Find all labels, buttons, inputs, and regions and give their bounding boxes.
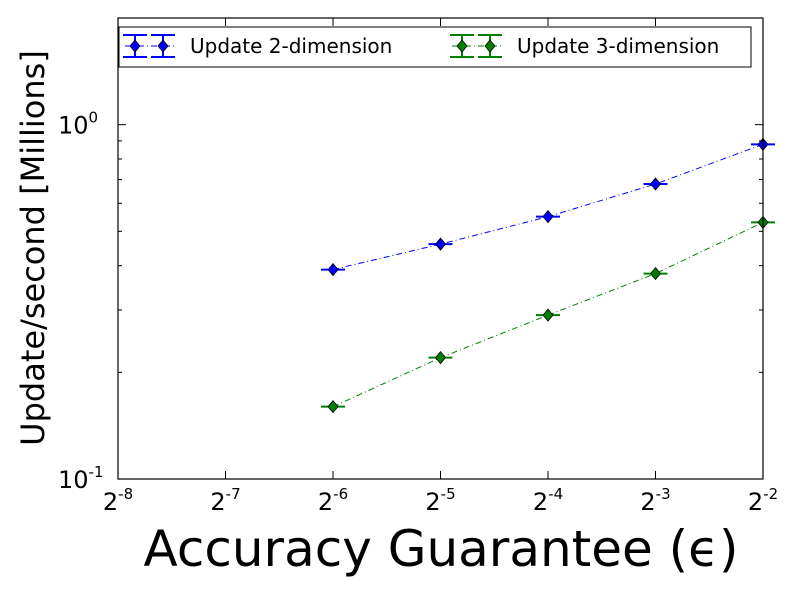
legend-marker-2-1	[456, 39, 468, 53]
legend-label-2: Update 3-dimension	[517, 34, 719, 58]
x-tick-label-3: 2-6	[318, 485, 348, 516]
y-axis-label: Update/second [Millions]	[14, 50, 52, 446]
data-point-1-3	[542, 210, 554, 224]
legend-marker-1-1	[129, 39, 141, 53]
legend-marker-1-2	[157, 39, 169, 53]
series-line-1	[332, 143, 764, 271]
data-point-2-2	[434, 351, 447, 365]
x-tick-label-7: 2-2	[748, 485, 778, 516]
x-tick-label-6: 2-3	[640, 485, 670, 516]
legend-marker-2-2	[484, 39, 496, 53]
x-tick-label-4: 2-5	[425, 485, 455, 516]
axes-layer: 2-8 2-7 2-6 2-5 2-4 2-3 2-2 10-1 100	[58, 17, 778, 516]
x-axis-label: Accuracy Guarantee (ϵ)	[144, 520, 739, 578]
data-point-1-1	[327, 262, 339, 277]
y-tick-label-2: 100	[58, 109, 98, 140]
y-tick-label-1: 10-1	[58, 463, 104, 494]
legend-box	[118, 26, 752, 68]
data-point-2-3	[542, 308, 554, 322]
x-tick-label-1: 2-8	[103, 485, 133, 516]
data-point-2-4	[649, 266, 662, 281]
x-tick-label-2: 2-7	[210, 485, 240, 516]
legend-label-1: Update 2-dimension	[190, 34, 392, 58]
x-tick-label-5: 2-4	[533, 485, 563, 516]
data-point-2-1	[327, 400, 339, 414]
series-line-2	[332, 221, 764, 408]
data-point-1-2	[434, 237, 447, 251]
legend: Update 2-dimension Update 3-dimension	[118, 26, 752, 68]
data-point-1-4	[649, 177, 662, 191]
plot-layer	[321, 137, 775, 414]
